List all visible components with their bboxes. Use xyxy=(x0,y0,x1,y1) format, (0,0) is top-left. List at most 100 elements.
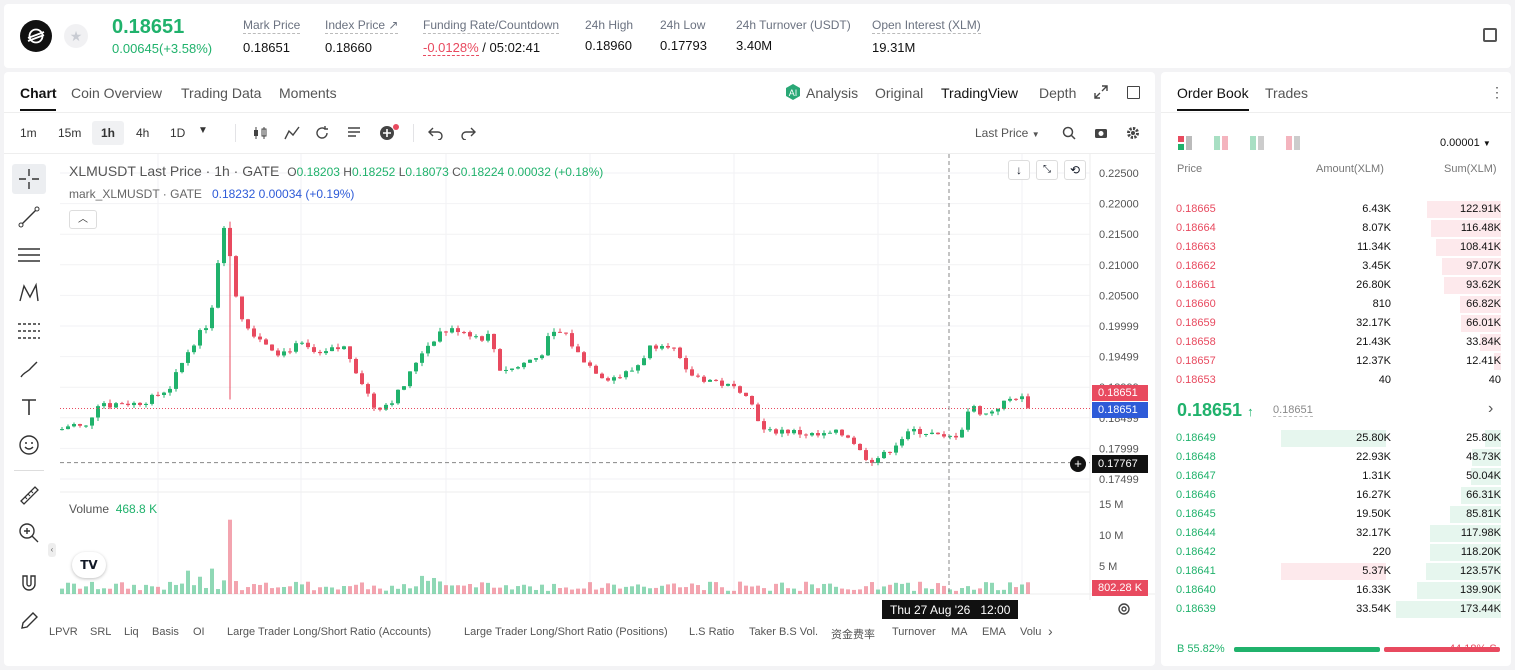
indicator-taker-vol[interactable]: Taker B.S Vol. xyxy=(749,626,819,638)
add-alert-icon[interactable]: + xyxy=(1070,456,1086,472)
indicator-srl[interactable]: SRL xyxy=(90,626,112,638)
tradingview-logo[interactable]: 𝗧𝗩 xyxy=(72,552,106,578)
ask-row[interactable]: 0.18659 32.17K 66.01K xyxy=(1176,314,1501,333)
refresh-icon[interactable]: ⟲ xyxy=(1064,160,1086,180)
volume-bar xyxy=(840,588,844,594)
bid-row[interactable]: 0.18645 19.50K 85.81K xyxy=(1176,505,1501,524)
tab-depth[interactable]: Depth xyxy=(1039,85,1077,101)
replay-icon[interactable] xyxy=(314,125,330,141)
indicator-funding-rate[interactable]: 资金费率 xyxy=(831,629,875,641)
lock-drawing-tool[interactable] xyxy=(12,606,46,636)
indicator-basis[interactable]: Basis xyxy=(152,626,179,638)
chevron-right-icon[interactable]: › xyxy=(1488,400,1494,417)
collapse-legend-button[interactable]: ︿ xyxy=(69,210,97,229)
crosshair-tool[interactable] xyxy=(12,164,46,194)
indicator-lt-accounts[interactable]: Large Trader Long/Short Ratio (Accounts) xyxy=(227,626,432,638)
bid-row[interactable]: 0.18641 5.37K 123.57K xyxy=(1176,562,1501,581)
ask-row[interactable]: 0.18657 12.37K 12.41K xyxy=(1176,352,1501,371)
indicator-lt-positions[interactable]: Large Trader Long/Short Ratio (Positions… xyxy=(464,626,668,638)
indicators-icon[interactable] xyxy=(284,125,300,141)
notebook-icon[interactable] xyxy=(1483,28,1497,42)
search-icon[interactable] xyxy=(1062,126,1076,140)
candlestick-chart[interactable]: 0.22500 0.22000 0.21500 0.21000 0.20500 0.199… xyxy=(60,154,1155,600)
ruler-tool[interactable] xyxy=(12,480,46,510)
crosshair-icon xyxy=(19,169,39,189)
interval-dropdown-icon[interactable]: ▼ xyxy=(198,125,208,136)
ask-row[interactable]: 0.18661 26.80K 93.62K xyxy=(1176,276,1501,295)
orderbook-view-toggles[interactable] xyxy=(1177,135,1307,151)
tab-original[interactable]: Original xyxy=(875,85,924,101)
interval-1h[interactable]: 1h xyxy=(92,121,124,145)
text-tool[interactable] xyxy=(12,392,46,422)
pattern-tool[interactable] xyxy=(12,278,46,308)
ask-row[interactable]: 0.18653 40 40 xyxy=(1176,371,1501,390)
interval-1d[interactable]: 1D xyxy=(170,126,186,140)
bid-row[interactable]: 0.18642 220 118.20K xyxy=(1176,543,1501,562)
ask-row[interactable]: 0.18663 11.34K 108.41K xyxy=(1176,238,1501,257)
candle-body xyxy=(696,375,700,377)
bid-row[interactable]: 0.18639 33.54K 173.44K xyxy=(1176,600,1501,619)
window-icon[interactable] xyxy=(1127,86,1140,99)
collapse-toolbar-icon[interactable]: ‹ xyxy=(48,543,56,557)
redo-icon[interactable] xyxy=(460,126,476,140)
bid-row[interactable]: 0.18646 16.27K 66.31K xyxy=(1176,486,1501,505)
tab-moments[interactable]: Moments xyxy=(279,85,337,101)
horizontal-lines-tool[interactable] xyxy=(12,240,46,270)
interval-15m[interactable]: 15m xyxy=(58,126,82,140)
emoji-tool[interactable] xyxy=(12,430,46,460)
ask-row[interactable]: 0.18664 8.07K 116.48K xyxy=(1176,219,1501,238)
brush-tool[interactable] xyxy=(12,354,46,384)
indicator-liq[interactable]: Liq xyxy=(124,626,139,638)
tab-trades[interactable]: Trades xyxy=(1265,85,1309,101)
settings-gear-icon[interactable] xyxy=(1126,126,1140,140)
row-price: 0.18645 xyxy=(1176,508,1216,520)
zoom-tool[interactable] xyxy=(12,518,46,548)
tab-order-book[interactable]: Order Book xyxy=(1177,85,1249,101)
bid-row[interactable]: 0.18644 32.17K 117.98K xyxy=(1176,524,1501,543)
interval-4h[interactable]: 4h xyxy=(136,126,150,140)
col-price: Price xyxy=(1177,163,1203,175)
indicator-ls-ratio[interactable]: L.S Ratio xyxy=(689,626,735,638)
stat-index-price[interactable]: Index Price ↗ 0.18660 xyxy=(325,18,399,55)
scroll-down-icon[interactable]: ↓ xyxy=(1008,160,1030,180)
candle-body xyxy=(318,351,322,354)
precision-select[interactable]: 0.00001 ▼ xyxy=(1440,137,1491,149)
ask-row[interactable]: 0.18660 810 66.82K xyxy=(1176,295,1501,314)
volume-bar xyxy=(414,586,418,594)
bid-row[interactable]: 0.18647 1.31K 50.04K xyxy=(1176,467,1501,486)
bid-row[interactable]: 0.18649 25.80K 25.80K xyxy=(1176,429,1501,448)
trendline-tool[interactable] xyxy=(12,202,46,232)
chart-settings-icon[interactable] xyxy=(1117,602,1131,616)
ask-row[interactable]: 0.18662 3.45K 97.07K xyxy=(1176,257,1501,276)
favorite-star-icon[interactable]: ★ xyxy=(64,24,88,48)
indicator-volume[interactable]: Volu xyxy=(1020,626,1042,638)
tab-trading-data[interactable]: Trading Data xyxy=(181,85,262,101)
expand-icon[interactable] xyxy=(1094,85,1108,99)
volume-bar xyxy=(798,590,802,594)
tab-analysis[interactable]: Analysis xyxy=(806,85,859,101)
indicator-oi[interactable]: OI xyxy=(193,626,205,638)
interval-1m[interactable]: 1m xyxy=(20,126,37,140)
price-type-select[interactable]: Last Price ▼ xyxy=(975,126,1040,140)
tab-chart[interactable]: Chart xyxy=(20,85,57,101)
templates-icon[interactable] xyxy=(346,125,362,141)
indicator-turnover[interactable]: Turnover xyxy=(892,626,936,638)
undo-icon[interactable] xyxy=(428,126,444,140)
indicator-lpvr[interactable]: LPVR xyxy=(49,626,78,638)
ask-row[interactable]: 0.18665 6.43K 122.91K xyxy=(1176,200,1501,219)
bid-row[interactable]: 0.18648 22.93K 48.73K xyxy=(1176,448,1501,467)
tab-coin-overview[interactable]: Coin Overview xyxy=(71,85,163,101)
tab-tradingview[interactable]: TradingView xyxy=(941,85,1019,101)
bid-row[interactable]: 0.18640 16.33K 139.90K xyxy=(1176,581,1501,600)
indicator-ma[interactable]: MA xyxy=(951,626,968,638)
collapse-icon[interactable]: ⤡ xyxy=(1036,160,1058,180)
candle-type-icon[interactable] xyxy=(252,125,268,141)
more-options-icon[interactable]: ⋮ xyxy=(1490,84,1504,100)
fib-tool[interactable] xyxy=(12,316,46,346)
ask-row[interactable]: 0.18658 21.43K 33.84K xyxy=(1176,333,1501,352)
indicator-ema[interactable]: EMA xyxy=(982,626,1006,638)
camera-icon[interactable] xyxy=(1094,126,1108,140)
add-indicator-icon[interactable] xyxy=(378,123,400,141)
chevron-right-icon[interactable]: › xyxy=(1048,623,1053,639)
magnet-tool[interactable] xyxy=(12,568,46,598)
